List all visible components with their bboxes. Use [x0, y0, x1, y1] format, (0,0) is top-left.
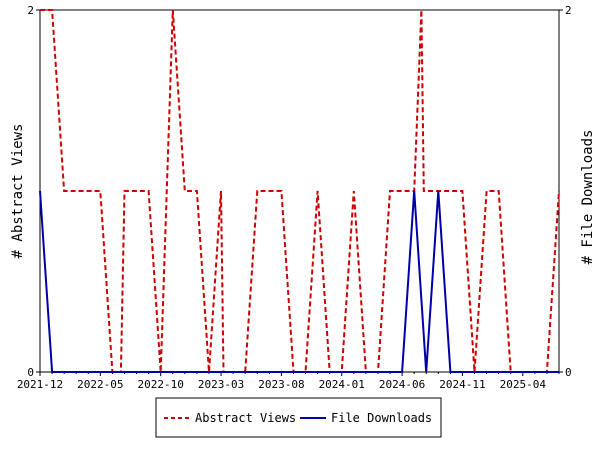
plot-area	[39, 9, 560, 373]
x-tick-label: 2024-01	[319, 378, 365, 391]
legend-label-abstract-views: Abstract Views	[195, 411, 296, 425]
y-left-axis-title: # Abstract Views	[10, 124, 26, 259]
x-tick-label: 2021-12	[17, 378, 63, 391]
y-right-tick-label: 0	[565, 366, 572, 379]
x-tick-label: 2022-05	[77, 378, 123, 391]
x-tick-label: 2023-08	[258, 378, 304, 391]
x-axis-ticks: 2021-12 2022-05 2022-10 2023-03 2023-08 2024-…	[17, 372, 560, 391]
y-left-tick-label: 2	[27, 4, 34, 17]
y-left-tick-label: 0	[27, 366, 34, 379]
y-right-axis-title: # File Downloads	[580, 130, 596, 265]
series-layer	[39, 9, 560, 373]
x-tick-label: 2022-10	[138, 378, 184, 391]
series-line-file-downloads	[39, 190, 559, 373]
x-tick-label: 2024-11	[439, 378, 485, 391]
y-axis-ticks: 0 0 2 2	[27, 4, 571, 379]
x-tick-label: 2023-03	[198, 378, 244, 391]
legend-box	[155, 397, 442, 438]
x-tick-label: 2025-04	[500, 378, 547, 391]
x-tick-label: 2024-06	[379, 378, 425, 391]
y-right-tick-label: 2	[565, 4, 572, 17]
legend: Abstract Views File Downloads	[155, 397, 442, 438]
legend-label-file-downloads: File Downloads	[331, 411, 432, 425]
